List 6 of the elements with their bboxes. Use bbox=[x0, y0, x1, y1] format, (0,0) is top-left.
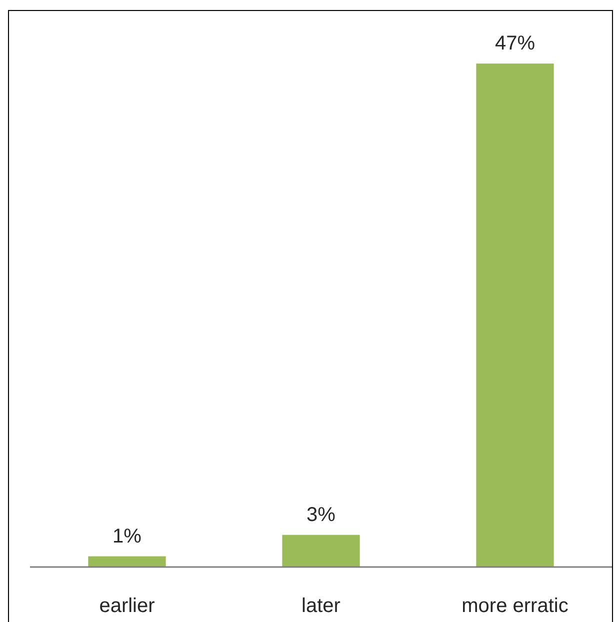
data-label: 3% bbox=[306, 504, 336, 526]
x-tick-label: earlier bbox=[99, 595, 156, 617]
x-tick-label: more erratic bbox=[462, 595, 568, 617]
data-label: 1% bbox=[112, 525, 142, 548]
data-label: 47% bbox=[494, 32, 536, 55]
x-tick-label: later bbox=[302, 595, 341, 617]
